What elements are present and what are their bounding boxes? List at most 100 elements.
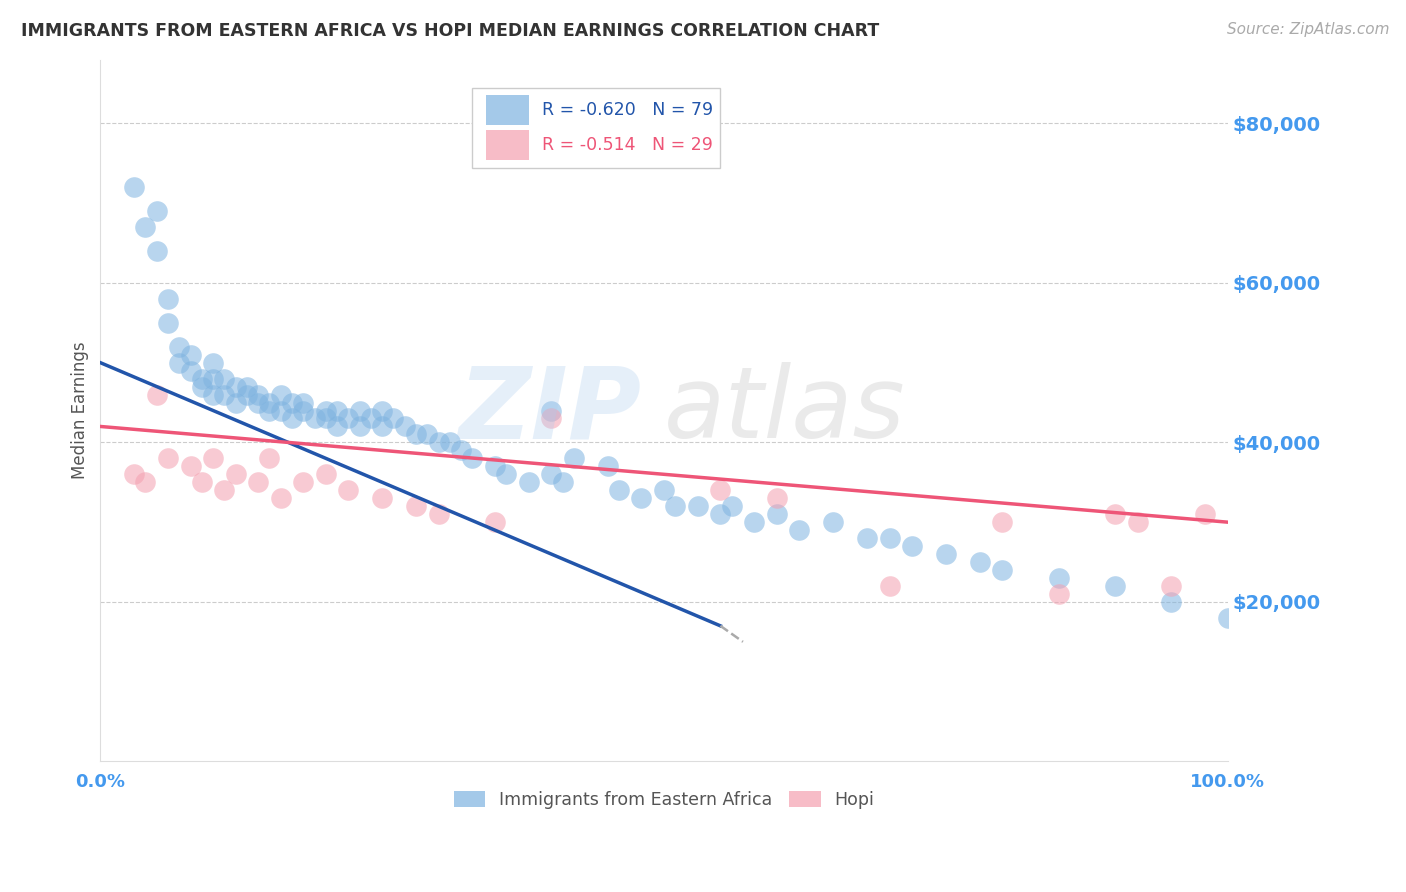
- Immigrants from Eastern Africa: [405, 427, 427, 442]
- Immigrants from Eastern Africa: [371, 403, 394, 417]
- Hopi: [427, 507, 450, 521]
- Immigrants from Eastern Africa: [214, 371, 236, 385]
- Immigrants from Eastern Africa: [371, 419, 394, 434]
- Hopi: [180, 459, 202, 474]
- Hopi: [270, 491, 292, 506]
- Immigrants from Eastern Africa: [427, 435, 450, 450]
- Hopi: [765, 491, 787, 506]
- Immigrants from Eastern Africa: [247, 395, 270, 409]
- Hopi: [405, 500, 427, 514]
- Hopi: [214, 483, 236, 498]
- Immigrants from Eastern Africa: [145, 244, 167, 258]
- Immigrants from Eastern Africa: [1216, 611, 1239, 625]
- Text: Source: ZipAtlas.com: Source: ZipAtlas.com: [1226, 22, 1389, 37]
- Legend: Immigrants from Eastern Africa, Hopi: Immigrants from Eastern Africa, Hopi: [447, 784, 882, 816]
- Hopi: [315, 467, 337, 482]
- Hopi: [134, 475, 156, 490]
- Immigrants from Eastern Africa: [1104, 579, 1126, 593]
- Immigrants from Eastern Africa: [134, 220, 156, 235]
- Immigrants from Eastern Africa: [551, 475, 574, 490]
- Immigrants from Eastern Africa: [709, 507, 731, 521]
- Immigrants from Eastern Africa: [416, 427, 439, 442]
- Immigrants from Eastern Africa: [259, 395, 281, 409]
- Immigrants from Eastern Africa: [349, 403, 371, 417]
- Hopi: [991, 515, 1014, 529]
- Immigrants from Eastern Africa: [720, 500, 742, 514]
- Immigrants from Eastern Africa: [461, 451, 484, 466]
- Immigrants from Eastern Africa: [1160, 595, 1182, 609]
- Immigrants from Eastern Africa: [969, 555, 991, 569]
- Immigrants from Eastern Africa: [879, 531, 901, 545]
- Immigrants from Eastern Africa: [281, 411, 304, 425]
- Immigrants from Eastern Africa: [304, 411, 326, 425]
- Immigrants from Eastern Africa: [382, 411, 405, 425]
- Immigrants from Eastern Africa: [823, 515, 845, 529]
- Immigrants from Eastern Africa: [495, 467, 517, 482]
- Hopi: [259, 451, 281, 466]
- Immigrants from Eastern Africa: [169, 340, 191, 354]
- Immigrants from Eastern Africa: [191, 379, 214, 393]
- Immigrants from Eastern Africa: [281, 395, 304, 409]
- Text: R = -0.514   N = 29: R = -0.514 N = 29: [543, 136, 713, 154]
- Immigrants from Eastern Africa: [259, 403, 281, 417]
- Hopi: [247, 475, 270, 490]
- Immigrants from Eastern Africa: [191, 371, 214, 385]
- FancyBboxPatch shape: [472, 87, 720, 169]
- Hopi: [202, 451, 225, 466]
- Hopi: [484, 515, 506, 529]
- Immigrants from Eastern Africa: [901, 539, 924, 553]
- Immigrants from Eastern Africa: [686, 500, 709, 514]
- Immigrants from Eastern Africa: [935, 547, 957, 561]
- Immigrants from Eastern Africa: [450, 443, 472, 458]
- Immigrants from Eastern Africa: [202, 371, 225, 385]
- Immigrants from Eastern Africa: [315, 411, 337, 425]
- Immigrants from Eastern Africa: [202, 356, 225, 370]
- Immigrants from Eastern Africa: [607, 483, 630, 498]
- Hopi: [292, 475, 315, 490]
- Immigrants from Eastern Africa: [742, 515, 765, 529]
- Hopi: [122, 467, 145, 482]
- Immigrants from Eastern Africa: [856, 531, 879, 545]
- Immigrants from Eastern Africa: [360, 411, 382, 425]
- Immigrants from Eastern Africa: [630, 491, 652, 506]
- FancyBboxPatch shape: [486, 130, 529, 160]
- Immigrants from Eastern Africa: [664, 500, 686, 514]
- Immigrants from Eastern Africa: [765, 507, 787, 521]
- Immigrants from Eastern Africa: [169, 356, 191, 370]
- Hopi: [191, 475, 214, 490]
- Immigrants from Eastern Africa: [292, 403, 315, 417]
- Immigrants from Eastern Africa: [180, 348, 202, 362]
- Hopi: [1160, 579, 1182, 593]
- Immigrants from Eastern Africa: [991, 563, 1014, 577]
- Immigrants from Eastern Africa: [214, 387, 236, 401]
- Immigrants from Eastern Africa: [652, 483, 675, 498]
- Hopi: [145, 387, 167, 401]
- Immigrants from Eastern Africa: [337, 411, 360, 425]
- Immigrants from Eastern Africa: [225, 395, 247, 409]
- Immigrants from Eastern Africa: [202, 387, 225, 401]
- Immigrants from Eastern Africa: [517, 475, 540, 490]
- Immigrants from Eastern Africa: [292, 395, 315, 409]
- Immigrants from Eastern Africa: [270, 403, 292, 417]
- Immigrants from Eastern Africa: [315, 403, 337, 417]
- Immigrants from Eastern Africa: [180, 364, 202, 378]
- Immigrants from Eastern Africa: [225, 379, 247, 393]
- Hopi: [1126, 515, 1149, 529]
- Immigrants from Eastern Africa: [270, 387, 292, 401]
- Immigrants from Eastern Africa: [236, 379, 259, 393]
- Immigrants from Eastern Africa: [247, 387, 270, 401]
- Text: ZIP: ZIP: [458, 362, 641, 459]
- Immigrants from Eastern Africa: [540, 467, 562, 482]
- Immigrants from Eastern Africa: [439, 435, 461, 450]
- Immigrants from Eastern Africa: [122, 180, 145, 194]
- Y-axis label: Median Earnings: Median Earnings: [72, 342, 89, 479]
- Immigrants from Eastern Africa: [394, 419, 416, 434]
- Immigrants from Eastern Africa: [1047, 571, 1070, 585]
- Immigrants from Eastern Africa: [156, 316, 179, 330]
- Text: atlas: atlas: [664, 362, 905, 459]
- Immigrants from Eastern Africa: [789, 523, 811, 537]
- Hopi: [709, 483, 731, 498]
- Hopi: [1104, 507, 1126, 521]
- Hopi: [879, 579, 901, 593]
- Hopi: [1047, 587, 1070, 601]
